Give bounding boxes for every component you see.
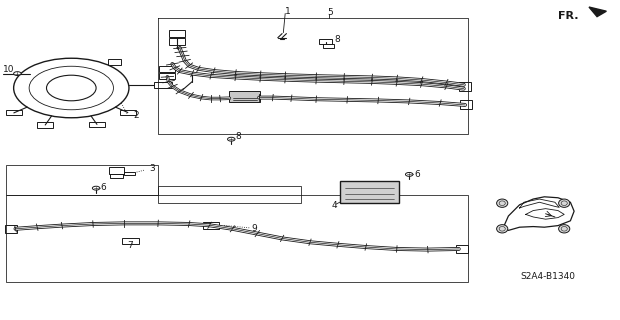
Text: 7: 7	[127, 241, 133, 250]
Text: 8: 8	[335, 36, 340, 44]
Ellipse shape	[497, 199, 508, 207]
Bar	[158, 186, 301, 203]
Bar	[159, 66, 175, 72]
Bar	[340, 181, 399, 203]
Bar	[169, 38, 185, 45]
Bar	[169, 30, 185, 37]
Bar	[6, 165, 158, 195]
Bar	[456, 245, 468, 253]
Text: 8: 8	[236, 132, 241, 141]
Circle shape	[228, 137, 235, 141]
Text: FR.: FR.	[558, 11, 578, 21]
Bar	[460, 100, 472, 109]
Text: 5: 5	[327, 8, 333, 17]
Bar	[6, 195, 468, 282]
Bar	[37, 123, 53, 128]
Bar	[110, 174, 123, 178]
Text: 9: 9	[251, 224, 257, 233]
Ellipse shape	[559, 225, 570, 233]
Bar	[154, 82, 172, 88]
Circle shape	[14, 72, 21, 76]
Ellipse shape	[497, 225, 508, 233]
Text: 1: 1	[285, 7, 291, 16]
Text: 3: 3	[149, 164, 154, 173]
Text: S2A4-B1340: S2A4-B1340	[521, 272, 576, 281]
Bar	[6, 110, 22, 116]
Bar	[229, 91, 260, 102]
Bar	[203, 222, 219, 229]
Bar	[5, 225, 17, 233]
Ellipse shape	[559, 199, 570, 207]
Text: 6: 6	[100, 183, 106, 192]
Bar	[122, 238, 139, 244]
Bar	[120, 110, 136, 115]
Polygon shape	[503, 197, 574, 230]
Bar	[323, 44, 334, 48]
Text: 2: 2	[133, 111, 139, 120]
Bar	[108, 167, 124, 174]
Bar	[108, 59, 122, 65]
Bar	[319, 39, 332, 44]
Text: 4: 4	[332, 201, 337, 210]
Polygon shape	[589, 7, 606, 17]
Bar	[159, 73, 175, 79]
Bar	[459, 82, 471, 91]
Circle shape	[405, 172, 413, 176]
Circle shape	[92, 186, 100, 190]
Text: 6: 6	[414, 170, 420, 179]
Text: 10: 10	[3, 65, 15, 74]
Bar	[124, 172, 135, 175]
Bar	[89, 122, 105, 127]
